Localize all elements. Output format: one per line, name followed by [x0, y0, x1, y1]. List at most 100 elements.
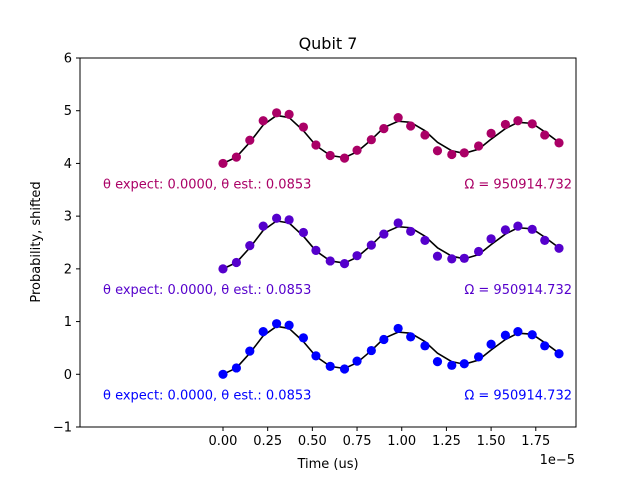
data-point-series-2	[339, 153, 350, 163]
data-point-series-1	[231, 257, 241, 268]
theta-annotation-series-1: θ expect: 0.0000, θ est.: 0.0853	[103, 283, 311, 298]
data-point-series-0	[513, 326, 523, 337]
data-point-series-2	[500, 119, 510, 130]
data-point-series-0	[272, 319, 282, 329]
data-point-series-0	[284, 320, 294, 330]
data-point-series-1	[366, 240, 376, 250]
data-point-series-1	[420, 235, 430, 245]
data-point-series-0	[245, 346, 255, 356]
data-point-series-2	[272, 108, 282, 118]
data-point-series-1	[258, 221, 268, 231]
data-point-series-2	[379, 124, 389, 134]
data-point-series-0	[231, 363, 241, 373]
data-point-series-0	[311, 351, 321, 361]
data-point-series-0	[218, 369, 228, 379]
data-point-series-2	[393, 112, 403, 123]
y-tick-label: 5	[64, 104, 72, 119]
data-point-series-2	[366, 135, 376, 145]
data-point-series-2	[298, 122, 309, 132]
data-point-series-2	[513, 116, 523, 126]
data-point-series-1	[393, 218, 403, 228]
data-point-series-0	[406, 332, 416, 342]
data-point-series-2	[406, 121, 416, 131]
data-point-series-1	[540, 235, 550, 245]
data-point-series-1	[500, 225, 510, 235]
data-point-series-2	[486, 128, 496, 138]
data-point-series-0	[540, 341, 550, 351]
data-point-series-0	[352, 356, 362, 366]
data-point-series-0	[393, 323, 403, 334]
x-tick-label: 1.75	[521, 434, 550, 449]
data-point-series-1	[379, 229, 389, 239]
data-point-series-0	[500, 330, 510, 340]
data-point-series-0	[420, 341, 430, 351]
data-point-series-1	[447, 254, 457, 264]
data-point-series-1	[298, 227, 309, 238]
data-point-series-1	[432, 251, 443, 261]
x-tick-label: 0.50	[298, 434, 327, 449]
data-point-series-1	[272, 213, 282, 223]
data-point-series-0	[432, 357, 443, 367]
data-point-series-0	[325, 361, 335, 371]
data-point-series-2	[284, 109, 294, 119]
data-point-series-1	[513, 221, 523, 231]
data-point-series-2	[459, 148, 469, 158]
x-tick-label: 0.75	[343, 434, 372, 449]
x-tick-label: 0.00	[209, 434, 238, 449]
data-point-series-2	[325, 150, 335, 161]
data-point-series-2	[245, 135, 255, 145]
axes-frame	[79, 57, 577, 428]
data-point-series-2	[432, 146, 443, 156]
y-tick-label: 1	[64, 315, 72, 330]
data-point-series-0	[366, 345, 376, 356]
axes: 0.00 0.25 0.50 0.75 1.00 1.25 1.50 1.75 −1 0 1 2 3 4 5…	[53, 52, 577, 449]
plot-area: θ expect: 0.0000, θ est.: 0.0853 Ω = 9509…	[103, 108, 572, 403]
data-point-series-1	[339, 258, 350, 269]
data-point-series-0	[379, 334, 389, 345]
data-point-series-2	[218, 158, 228, 169]
y-tick-label: 3	[64, 210, 72, 225]
y-tick-label: 4	[64, 157, 72, 172]
omega-annotation-series-1: Ω = 950914.732	[464, 283, 572, 298]
data-point-series-1	[311, 245, 321, 256]
x-tick-label: 1.00	[387, 434, 416, 449]
data-point-series-0	[527, 330, 537, 340]
y-tick-label: −1	[53, 421, 72, 436]
data-point-series-2	[352, 145, 362, 155]
data-point-series-1	[473, 246, 484, 257]
data-point-series-2	[540, 130, 550, 140]
data-point-series-1	[459, 253, 469, 263]
x-tick-label: 0.25	[253, 434, 282, 449]
data-point-series-1	[325, 256, 335, 266]
chart-title: Qubit 7	[299, 34, 358, 53]
data-point-series-0	[339, 364, 350, 374]
data-point-series-0	[473, 352, 484, 362]
omega-annotation-series-2: Ω = 950914.732	[464, 178, 572, 193]
data-point-series-2	[447, 149, 457, 160]
data-point-series-0	[486, 339, 496, 349]
data-point-series-2	[258, 116, 268, 126]
x-tick-label: 1.50	[477, 434, 506, 449]
data-point-series-1	[406, 226, 416, 237]
theta-annotation-series-0: θ expect: 0.0000, θ est.: 0.0853	[103, 388, 311, 403]
y-tick-label: 0	[64, 368, 72, 383]
x-tick-label: 1.25	[432, 434, 461, 449]
data-point-series-2	[231, 152, 241, 162]
data-point-series-2	[311, 140, 321, 150]
data-point-series-1	[218, 264, 228, 274]
data-point-series-0	[554, 349, 564, 359]
data-point-series-1	[554, 243, 564, 253]
data-point-series-2	[420, 130, 430, 140]
data-point-series-2	[473, 141, 484, 151]
data-point-series-2	[527, 119, 537, 129]
y-axis-label: Probability, shifted	[29, 181, 44, 302]
data-point-series-1	[245, 241, 255, 251]
data-point-series-0	[447, 360, 457, 370]
data-point-series-2	[554, 138, 564, 148]
data-point-series-0	[258, 326, 268, 337]
y-tick-label: 6	[64, 52, 72, 67]
data-point-series-1	[352, 251, 362, 261]
data-point-series-1	[527, 224, 537, 234]
